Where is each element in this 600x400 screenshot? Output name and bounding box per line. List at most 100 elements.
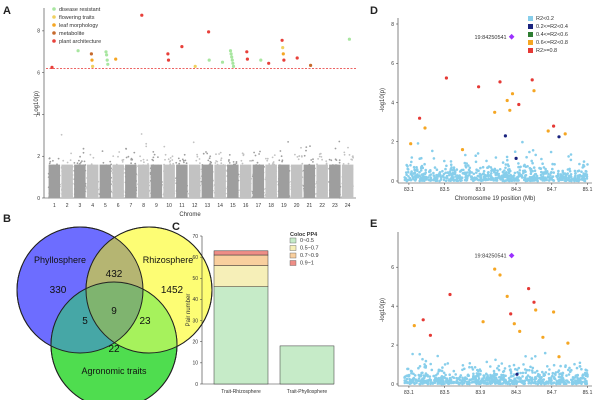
regional-ld-point [514, 156, 518, 160]
regional-bg-point [514, 379, 518, 382]
bar-segment [213, 265, 269, 287]
regional-bg-point [567, 381, 571, 384]
manhattan-point [218, 153, 221, 155]
regional-bg-point [550, 171, 553, 174]
manhattan-dense-band [176, 164, 188, 198]
regional-bg-point [540, 376, 543, 379]
manhattan-point [317, 158, 319, 160]
regional-bg-point [529, 168, 532, 172]
regional-bg-point [428, 174, 431, 177]
regional-bg-point [539, 173, 543, 177]
manhattan-point [52, 159, 54, 162]
regional-bg-point [433, 381, 437, 385]
bar-legend-swatch [289, 245, 297, 251]
manhattan-point [79, 155, 81, 158]
regional-bg-point [561, 174, 564, 177]
manhattan-point [209, 155, 212, 158]
regional-ld-point [527, 287, 531, 291]
regional-y-tick-label: 4 [391, 100, 394, 106]
manhattan-point [281, 160, 283, 163]
regional-bg-point [492, 369, 496, 373]
regional-ld-point [530, 78, 534, 82]
manhattan-legend-label: leaf morphology [59, 23, 98, 29]
regional-bg-point [551, 371, 555, 375]
regional-bg-point [557, 369, 561, 372]
manhattan-x-tick-label: 2 [66, 203, 69, 209]
manhattan-hit-point [90, 58, 94, 62]
manhattan-hit-point [230, 58, 234, 62]
manhattan-x-tick-label: 21 [307, 203, 313, 209]
manhattan-x-tick-label: 22 [319, 203, 325, 209]
regional-bg-point [436, 379, 440, 383]
regional-bg-point [521, 375, 524, 378]
regional-bg-point [586, 163, 589, 166]
regional-bg-point [425, 379, 429, 382]
regional-bg-point [517, 179, 520, 182]
regional-y-tick-label: 0 [391, 382, 394, 388]
regional-bg-point [435, 377, 438, 380]
venn-label-phyllosphere: Phyllosphere [34, 255, 86, 265]
regional-bg-point [432, 174, 436, 177]
regional-bg-point [410, 371, 413, 375]
regional-bg-point [455, 178, 459, 182]
regional-bg-point [517, 162, 520, 165]
regional-bg-point [542, 171, 545, 174]
regional-bg-point [482, 169, 486, 173]
regional-d-y-label: -log10(p) [380, 88, 386, 112]
regional-bg-point [513, 381, 516, 385]
regional-bg-point [410, 160, 413, 164]
regional-bg-point [446, 171, 449, 174]
regional-bg-point [472, 172, 476, 176]
manhattan-point [278, 159, 281, 162]
manhattan-point [69, 159, 72, 162]
regional-bg-point [432, 374, 435, 378]
manhattan-dense-band [227, 164, 239, 198]
bar-y-ticks: 0 10 20 30 40 50 60 70 [192, 234, 202, 388]
regional-bg-point [443, 159, 446, 163]
manhattan-point [183, 161, 185, 164]
regional-bg-point [461, 368, 464, 372]
manhattan-point [179, 159, 182, 162]
regional-bg-point [585, 175, 589, 178]
manhattan-hit-point [295, 56, 299, 60]
regional-bg-point [442, 371, 446, 375]
regional-bg-point [496, 169, 499, 172]
regional-bg-point [486, 382, 490, 385]
manhattan-point [219, 151, 222, 154]
manhattan-hit-point [259, 58, 263, 62]
regional-bg-point [579, 381, 582, 385]
manhattan-point [83, 160, 86, 163]
manhattan-hit-point [230, 55, 234, 59]
regional-bg-point [571, 380, 574, 384]
regional-bg-point [566, 168, 570, 171]
bar-y-tick-label: 50 [192, 276, 198, 282]
regional-bg-point [551, 178, 555, 182]
regional-bg-point [435, 168, 439, 171]
regional-bg-point [444, 179, 448, 182]
regional-bg-point [494, 358, 497, 362]
manhattan-point [140, 159, 142, 162]
regional-ld-point [552, 124, 556, 128]
manhattan-point [271, 163, 274, 166]
manhattan-point [92, 156, 95, 159]
regional-ld-point [409, 142, 413, 146]
regional-bg-point [423, 177, 427, 181]
manhattan-point [310, 159, 313, 161]
regional-bg-point [507, 164, 510, 168]
regional-bg-point [406, 367, 409, 371]
regional-bg-point [508, 177, 512, 181]
regional-bg-point [407, 381, 411, 385]
regional-bg-point [565, 379, 568, 382]
manhattan-point [259, 150, 261, 153]
manhattan-legend-swatch [52, 7, 56, 11]
regional-y-tick-label: 6 [391, 61, 394, 67]
regional-bg-point [569, 178, 573, 182]
manhattan-hit-point [228, 49, 233, 53]
regional-bg-point [462, 168, 465, 172]
regional-bg-point [451, 171, 455, 175]
manhattan-hit-point [282, 58, 286, 62]
regional-bg-point [576, 380, 580, 384]
regional-bg-point [506, 168, 510, 171]
manhattan-point [351, 155, 354, 158]
regional-d-legend: R2<0.2 0.2<=R2<0.4 0.4<=R2<0.6 0.6<=R2<0.8 R… [528, 16, 568, 54]
